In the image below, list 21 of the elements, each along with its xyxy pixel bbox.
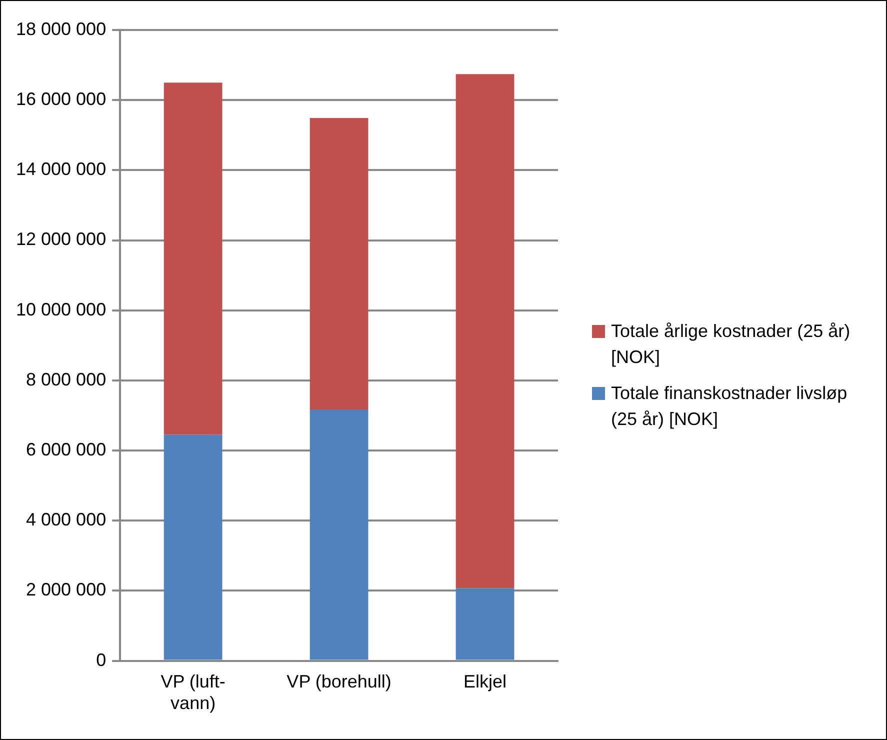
bar (310, 118, 368, 410)
bar (310, 410, 368, 660)
y-tick-label: 14 000 000 (16, 159, 106, 180)
bar (164, 434, 222, 660)
y-tick-label: 0 (96, 650, 106, 670)
y-tick-label: 12 000 000 (16, 229, 106, 250)
bar (456, 588, 514, 660)
x-tick-label: Elkjel (464, 672, 507, 692)
y-tick-label: 10 000 000 (16, 299, 106, 320)
y-tick-label: 2 000 000 (26, 580, 106, 600)
x-tick-label: VP (luft-vann) (160, 672, 226, 714)
bar (456, 74, 514, 588)
bar (164, 82, 222, 435)
y-tick-label: 18 000 000 (16, 18, 106, 39)
y-tick-label: 8 000 000 (26, 369, 106, 390)
legend-label: Totale finanskostnader livsløp (25 år) [NOK] (611, 382, 848, 431)
x-tick-label: VP (borehull) (286, 672, 392, 692)
y-tick-label: 16 000 000 (16, 89, 106, 110)
y-tick-label: 6 000 000 (26, 440, 106, 460)
legend-label: Totale årlige kostnader (25 år) [NOK] (611, 320, 852, 369)
y-tick-label: 4 000 000 (26, 510, 106, 530)
